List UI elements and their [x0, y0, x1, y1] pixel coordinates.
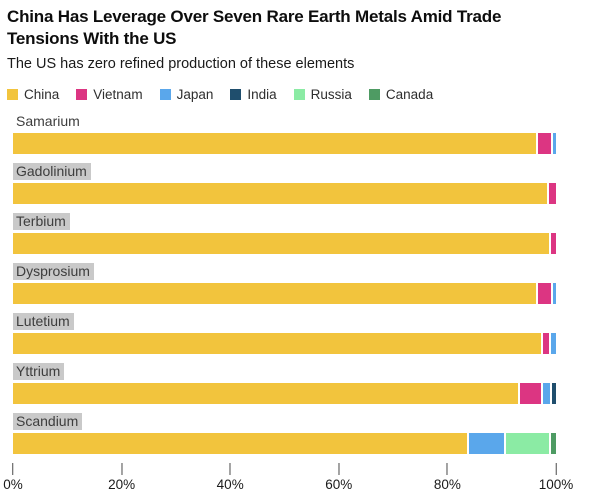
- legend-item-canada: Canada: [368, 87, 434, 102]
- tick-label: 100%: [538, 477, 574, 492]
- axis-tick: 100%: [538, 463, 574, 492]
- tick-mark: [446, 463, 448, 475]
- bar-segment-japan[interactable]: [553, 283, 556, 304]
- category-label: Yttrium: [13, 363, 65, 380]
- axis-tick: 80%: [434, 463, 461, 492]
- bar-segment-japan[interactable]: [553, 133, 556, 154]
- bar-row: Scandium: [13, 413, 556, 454]
- tick-label: 20%: [108, 477, 136, 492]
- bar-segment-india[interactable]: [552, 383, 557, 404]
- bar-segment-china[interactable]: [13, 283, 536, 304]
- axis-tick: 20%: [108, 463, 135, 492]
- bar-row: Lutetium: [13, 313, 556, 354]
- category-label: Gadolinium: [13, 163, 91, 180]
- bar-segment-china[interactable]: [13, 183, 547, 204]
- bar-segment-china[interactable]: [13, 383, 518, 404]
- category-label: Lutetium: [13, 313, 74, 330]
- bar-segment-china[interactable]: [13, 233, 549, 254]
- stacked-bar[interactable]: [13, 333, 556, 354]
- legend-label: Japan: [176, 87, 214, 102]
- bar-segment-vietnam[interactable]: [550, 233, 556, 254]
- legend-swatch-icon: [7, 89, 18, 100]
- bar-segment-canada[interactable]: [550, 433, 556, 454]
- legend-swatch-icon: [159, 89, 171, 100]
- chart-subtitle: The US has zero refined production of th…: [7, 56, 355, 72]
- axis-tick: 60%: [325, 463, 352, 492]
- legend-label: Russia: [310, 87, 352, 102]
- chart-rows: Samarium Gadolinium Terbium Dysprosium Lutet…: [13, 113, 557, 454]
- bar-segment-china[interactable]: [13, 333, 542, 354]
- bar-segment-vietnam[interactable]: [543, 333, 549, 354]
- legend-swatch-icon: [76, 89, 88, 100]
- bar-segment-china[interactable]: [13, 433, 467, 454]
- legend-swatch-icon: [230, 89, 242, 100]
- stacked-bar[interactable]: [13, 283, 556, 304]
- chart-title: China Has Leverage Over Seven Rare Earth…: [7, 6, 590, 50]
- stacked-bar[interactable]: [13, 183, 556, 204]
- legend: China Vietnam Japan India Russia Canada: [7, 87, 590, 102]
- x-axis: 0% 20% 40% 60% 80% 100%: [3, 463, 573, 497]
- legend-label: Canada: [385, 87, 434, 102]
- legend-item-russia: Russia: [293, 87, 352, 102]
- bar-segment-japan[interactable]: [543, 383, 551, 404]
- category-label: Scandium: [13, 413, 83, 430]
- tick-label: 0%: [3, 477, 23, 492]
- bar-segment-vietnam[interactable]: [519, 383, 542, 404]
- legend-swatch-icon: [368, 89, 380, 100]
- stacked-bar[interactable]: [13, 433, 556, 454]
- stacked-bar[interactable]: [13, 233, 556, 254]
- tick-mark: [338, 463, 340, 475]
- tick-label: 60%: [325, 477, 353, 492]
- category-label: Terbium: [13, 213, 70, 230]
- legend-label: China: [24, 87, 60, 102]
- bar-segment-japan[interactable]: [550, 333, 556, 354]
- category-label: Dysprosium: [13, 263, 94, 280]
- axis-tick: 0%: [3, 463, 23, 492]
- tick-label: 40%: [216, 477, 244, 492]
- tick-mark: [12, 463, 14, 475]
- bar-segment-vietnam[interactable]: [548, 183, 556, 204]
- bar-row: Terbium: [13, 213, 556, 254]
- bar-segment-japan[interactable]: [468, 433, 504, 454]
- tick-mark: [229, 463, 231, 475]
- bar-segment-vietnam[interactable]: [537, 283, 552, 304]
- bar-segment-vietnam[interactable]: [537, 133, 552, 154]
- stacked-bar[interactable]: [13, 133, 556, 154]
- legend-item-india: India: [230, 87, 277, 102]
- tick-mark: [555, 463, 557, 475]
- bar-row: Samarium: [13, 113, 556, 154]
- axis-tick: 40%: [217, 463, 244, 492]
- chart-title-line2: Tensions With the US: [7, 29, 177, 48]
- bar-row: Dysprosium: [13, 263, 556, 304]
- legend-label: Vietnam: [93, 87, 143, 102]
- bar-segment-russia[interactable]: [505, 433, 549, 454]
- legend-item-china: China: [7, 87, 59, 102]
- bar-segment-china[interactable]: [13, 133, 536, 154]
- legend-item-vietnam: Vietnam: [76, 87, 143, 102]
- tick-mark: [121, 463, 123, 475]
- bar-row: Gadolinium: [13, 163, 556, 204]
- legend-swatch-icon: [293, 89, 305, 100]
- bar-row: Yttrium: [13, 363, 557, 404]
- chart-title-line1: China Has Leverage Over Seven Rare Earth…: [7, 7, 502, 26]
- legend-label: India: [247, 87, 277, 102]
- stacked-bar[interactable]: [13, 383, 557, 404]
- category-label: Samarium: [16, 113, 80, 129]
- tick-label: 80%: [433, 477, 461, 492]
- legend-item-japan: Japan: [159, 87, 214, 102]
